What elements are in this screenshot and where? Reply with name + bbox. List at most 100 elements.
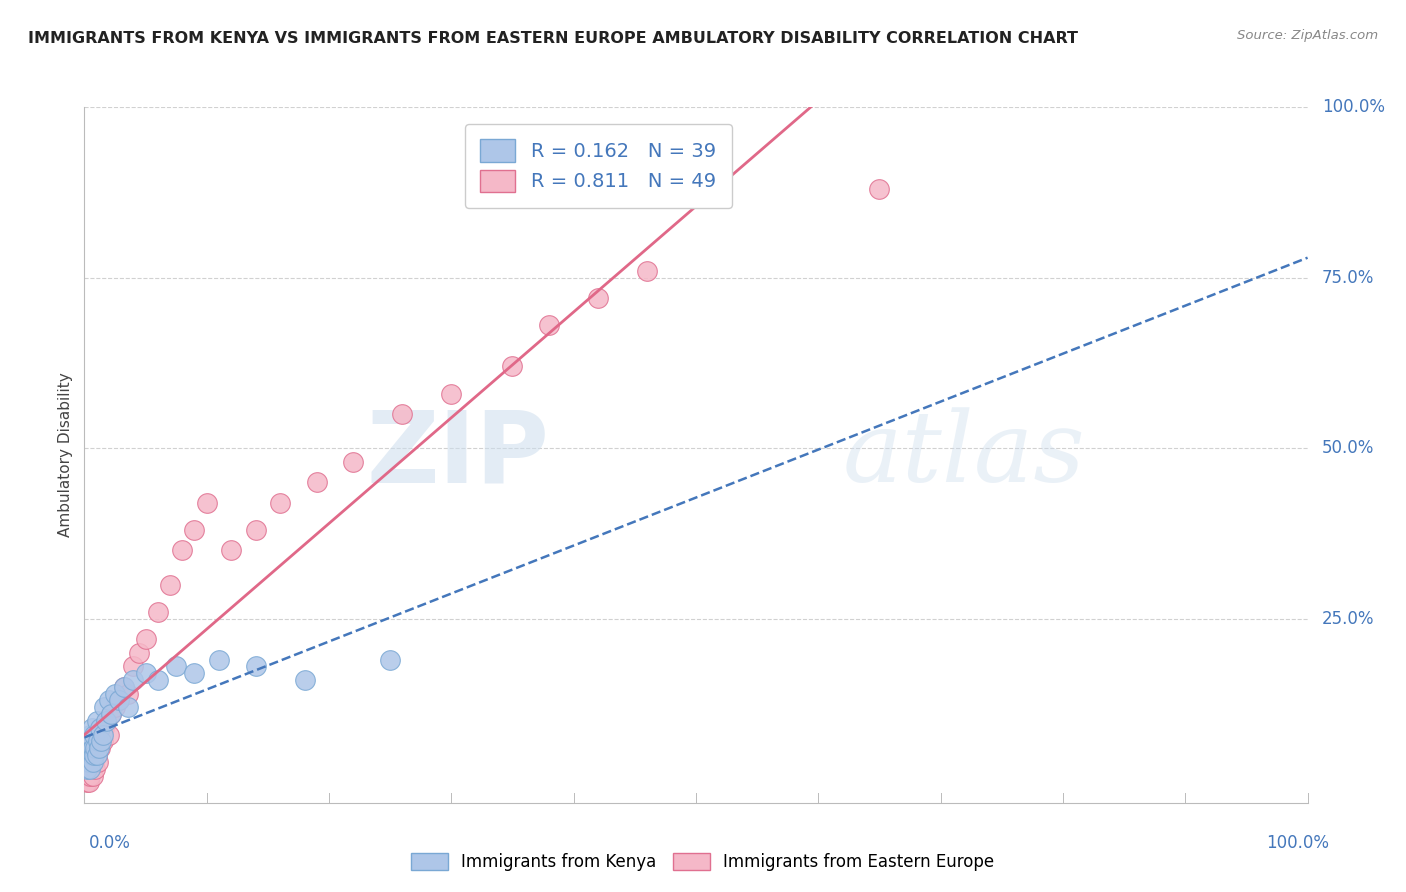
Point	[86, 747, 108, 762]
Point	[96, 714, 118, 728]
Legend: R = 0.162   N = 39, R = 0.811   N = 49: R = 0.162 N = 39, R = 0.811 N = 49	[465, 124, 731, 208]
Point	[586, 291, 609, 305]
Point	[104, 687, 127, 701]
Text: 100.0%: 100.0%	[1265, 834, 1329, 852]
Point	[146, 673, 169, 687]
Point	[91, 734, 114, 748]
Point	[107, 693, 129, 707]
Point	[122, 659, 145, 673]
Point	[87, 755, 110, 769]
Point	[77, 734, 100, 748]
Point	[79, 762, 101, 776]
Point	[76, 775, 98, 789]
Point	[159, 577, 181, 591]
Point	[87, 741, 110, 756]
Point	[86, 747, 108, 762]
Point	[77, 755, 100, 769]
Point	[97, 693, 120, 707]
Point	[77, 747, 100, 762]
Point	[305, 475, 328, 490]
Point	[80, 721, 103, 735]
Point	[83, 747, 105, 762]
Point	[77, 762, 100, 776]
Point	[245, 659, 267, 673]
Point	[135, 666, 157, 681]
Point	[97, 728, 120, 742]
Point	[112, 680, 135, 694]
Point	[172, 543, 194, 558]
Point	[93, 721, 115, 735]
Point	[183, 523, 205, 537]
Point	[269, 496, 291, 510]
Point	[380, 652, 402, 666]
Point	[100, 707, 122, 722]
Point	[77, 741, 100, 756]
Point	[96, 714, 118, 728]
Text: 0.0%: 0.0%	[89, 834, 131, 852]
Point	[636, 264, 658, 278]
Text: 100.0%: 100.0%	[1322, 98, 1385, 116]
Point	[80, 747, 103, 762]
Point	[82, 755, 104, 769]
Point	[219, 543, 242, 558]
Point	[195, 496, 218, 510]
Point	[128, 646, 150, 660]
Point	[90, 728, 112, 742]
Point	[93, 700, 115, 714]
Point	[208, 652, 231, 666]
Point	[75, 768, 97, 782]
Point	[80, 762, 103, 776]
Point	[869, 182, 891, 196]
Point	[135, 632, 157, 646]
Point	[83, 755, 105, 769]
Point	[91, 728, 114, 742]
Point	[294, 673, 316, 687]
Point	[183, 666, 205, 681]
Text: atlas: atlas	[842, 408, 1085, 502]
Point	[440, 386, 463, 401]
Point	[79, 755, 101, 769]
Point	[83, 741, 105, 756]
Text: 75.0%: 75.0%	[1322, 268, 1374, 286]
Text: ZIP: ZIP	[367, 407, 550, 503]
Point	[90, 734, 112, 748]
Point	[76, 762, 98, 776]
Point	[501, 359, 523, 374]
Text: Source: ZipAtlas.com: Source: ZipAtlas.com	[1237, 29, 1378, 42]
Point	[86, 714, 108, 728]
Point	[82, 741, 104, 756]
Point	[391, 407, 413, 421]
Point	[538, 318, 561, 333]
Point	[117, 700, 139, 714]
Point	[77, 768, 100, 782]
Text: 50.0%: 50.0%	[1322, 439, 1374, 457]
Point	[82, 768, 104, 782]
Point	[107, 693, 129, 707]
Point	[79, 728, 101, 742]
Point	[87, 734, 110, 748]
Legend: Immigrants from Kenya, Immigrants from Eastern Europe: Immigrants from Kenya, Immigrants from E…	[404, 845, 1002, 880]
Point	[342, 455, 364, 469]
Point	[104, 700, 127, 714]
Text: IMMIGRANTS FROM KENYA VS IMMIGRANTS FROM EASTERN EUROPE AMBULATORY DISABILITY CO: IMMIGRANTS FROM KENYA VS IMMIGRANTS FROM…	[28, 31, 1078, 46]
Point	[84, 762, 107, 776]
Point	[89, 741, 111, 756]
Point	[245, 523, 267, 537]
Point	[79, 768, 101, 782]
Point	[84, 741, 107, 756]
Point	[76, 762, 98, 776]
Point	[117, 687, 139, 701]
Point	[87, 734, 110, 748]
Point	[80, 747, 103, 762]
Point	[100, 707, 122, 722]
Point	[83, 728, 105, 742]
Text: 25.0%: 25.0%	[1322, 609, 1374, 628]
Point	[75, 755, 97, 769]
Point	[77, 775, 100, 789]
Point	[89, 721, 111, 735]
Y-axis label: Ambulatory Disability: Ambulatory Disability	[58, 373, 73, 537]
Point	[122, 673, 145, 687]
Point	[146, 605, 169, 619]
Point	[112, 680, 135, 694]
Point	[165, 659, 187, 673]
